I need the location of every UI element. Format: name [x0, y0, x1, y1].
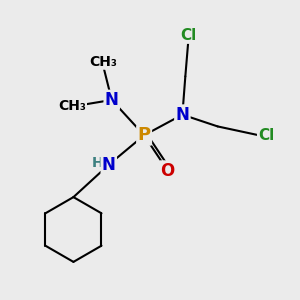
Text: O: O [160, 162, 175, 180]
Text: CH₃: CH₃ [58, 99, 86, 113]
Text: Cl: Cl [258, 128, 274, 143]
Text: CH₃: CH₃ [89, 55, 117, 69]
Text: N: N [176, 106, 189, 124]
Text: N: N [105, 91, 119, 109]
Text: Cl: Cl [180, 28, 196, 43]
Text: N: N [102, 156, 116, 174]
Text: P: P [137, 126, 151, 144]
Text: H: H [92, 156, 103, 170]
